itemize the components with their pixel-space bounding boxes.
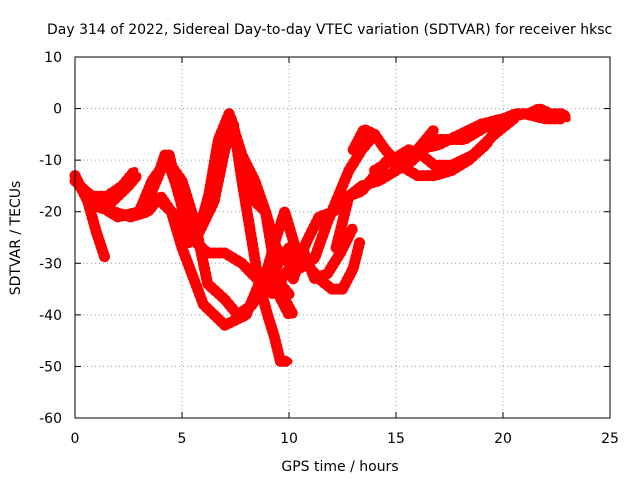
y-tick-label: -10 xyxy=(39,153,62,169)
y-tick-label: 0 xyxy=(53,102,62,118)
tick-layer: 0 5 10 15 20 25 10 0 -10 -20 -30 -40 -50 -60 xyxy=(39,50,619,447)
y-tick-label: -50 xyxy=(39,359,62,375)
series-arc-14-markers xyxy=(330,113,505,254)
x-tick-label: 5 xyxy=(178,431,187,447)
x-tick-label: 20 xyxy=(494,431,512,447)
y-tick-label: -60 xyxy=(39,411,62,427)
series-arc-4-markers xyxy=(101,170,143,213)
y-axis-label: SDTVAR / TECUs xyxy=(8,181,24,296)
y-tick-label: -40 xyxy=(39,308,62,324)
plot-frame xyxy=(74,56,611,419)
x-tick-label: 0 xyxy=(71,431,80,447)
series-arc-17-markers xyxy=(390,108,569,171)
series-arc-12-markers xyxy=(266,128,381,285)
y-tick-label: -20 xyxy=(39,205,62,221)
x-tick-label: 15 xyxy=(387,431,405,447)
x-axis-label: GPS time / hours xyxy=(281,459,398,475)
x-tick-label: 10 xyxy=(280,431,298,447)
series-arc-18-markers xyxy=(497,103,573,125)
series-arc-16-markers xyxy=(369,113,520,176)
x-tick-label: 25 xyxy=(601,431,619,447)
trace-layer xyxy=(69,103,573,367)
y-tick-label: -30 xyxy=(39,256,62,272)
chart-title: Day 314 of 2022, Sidereal Day-to-day VTE… xyxy=(47,22,612,38)
y-tick-label: 10 xyxy=(44,50,62,66)
